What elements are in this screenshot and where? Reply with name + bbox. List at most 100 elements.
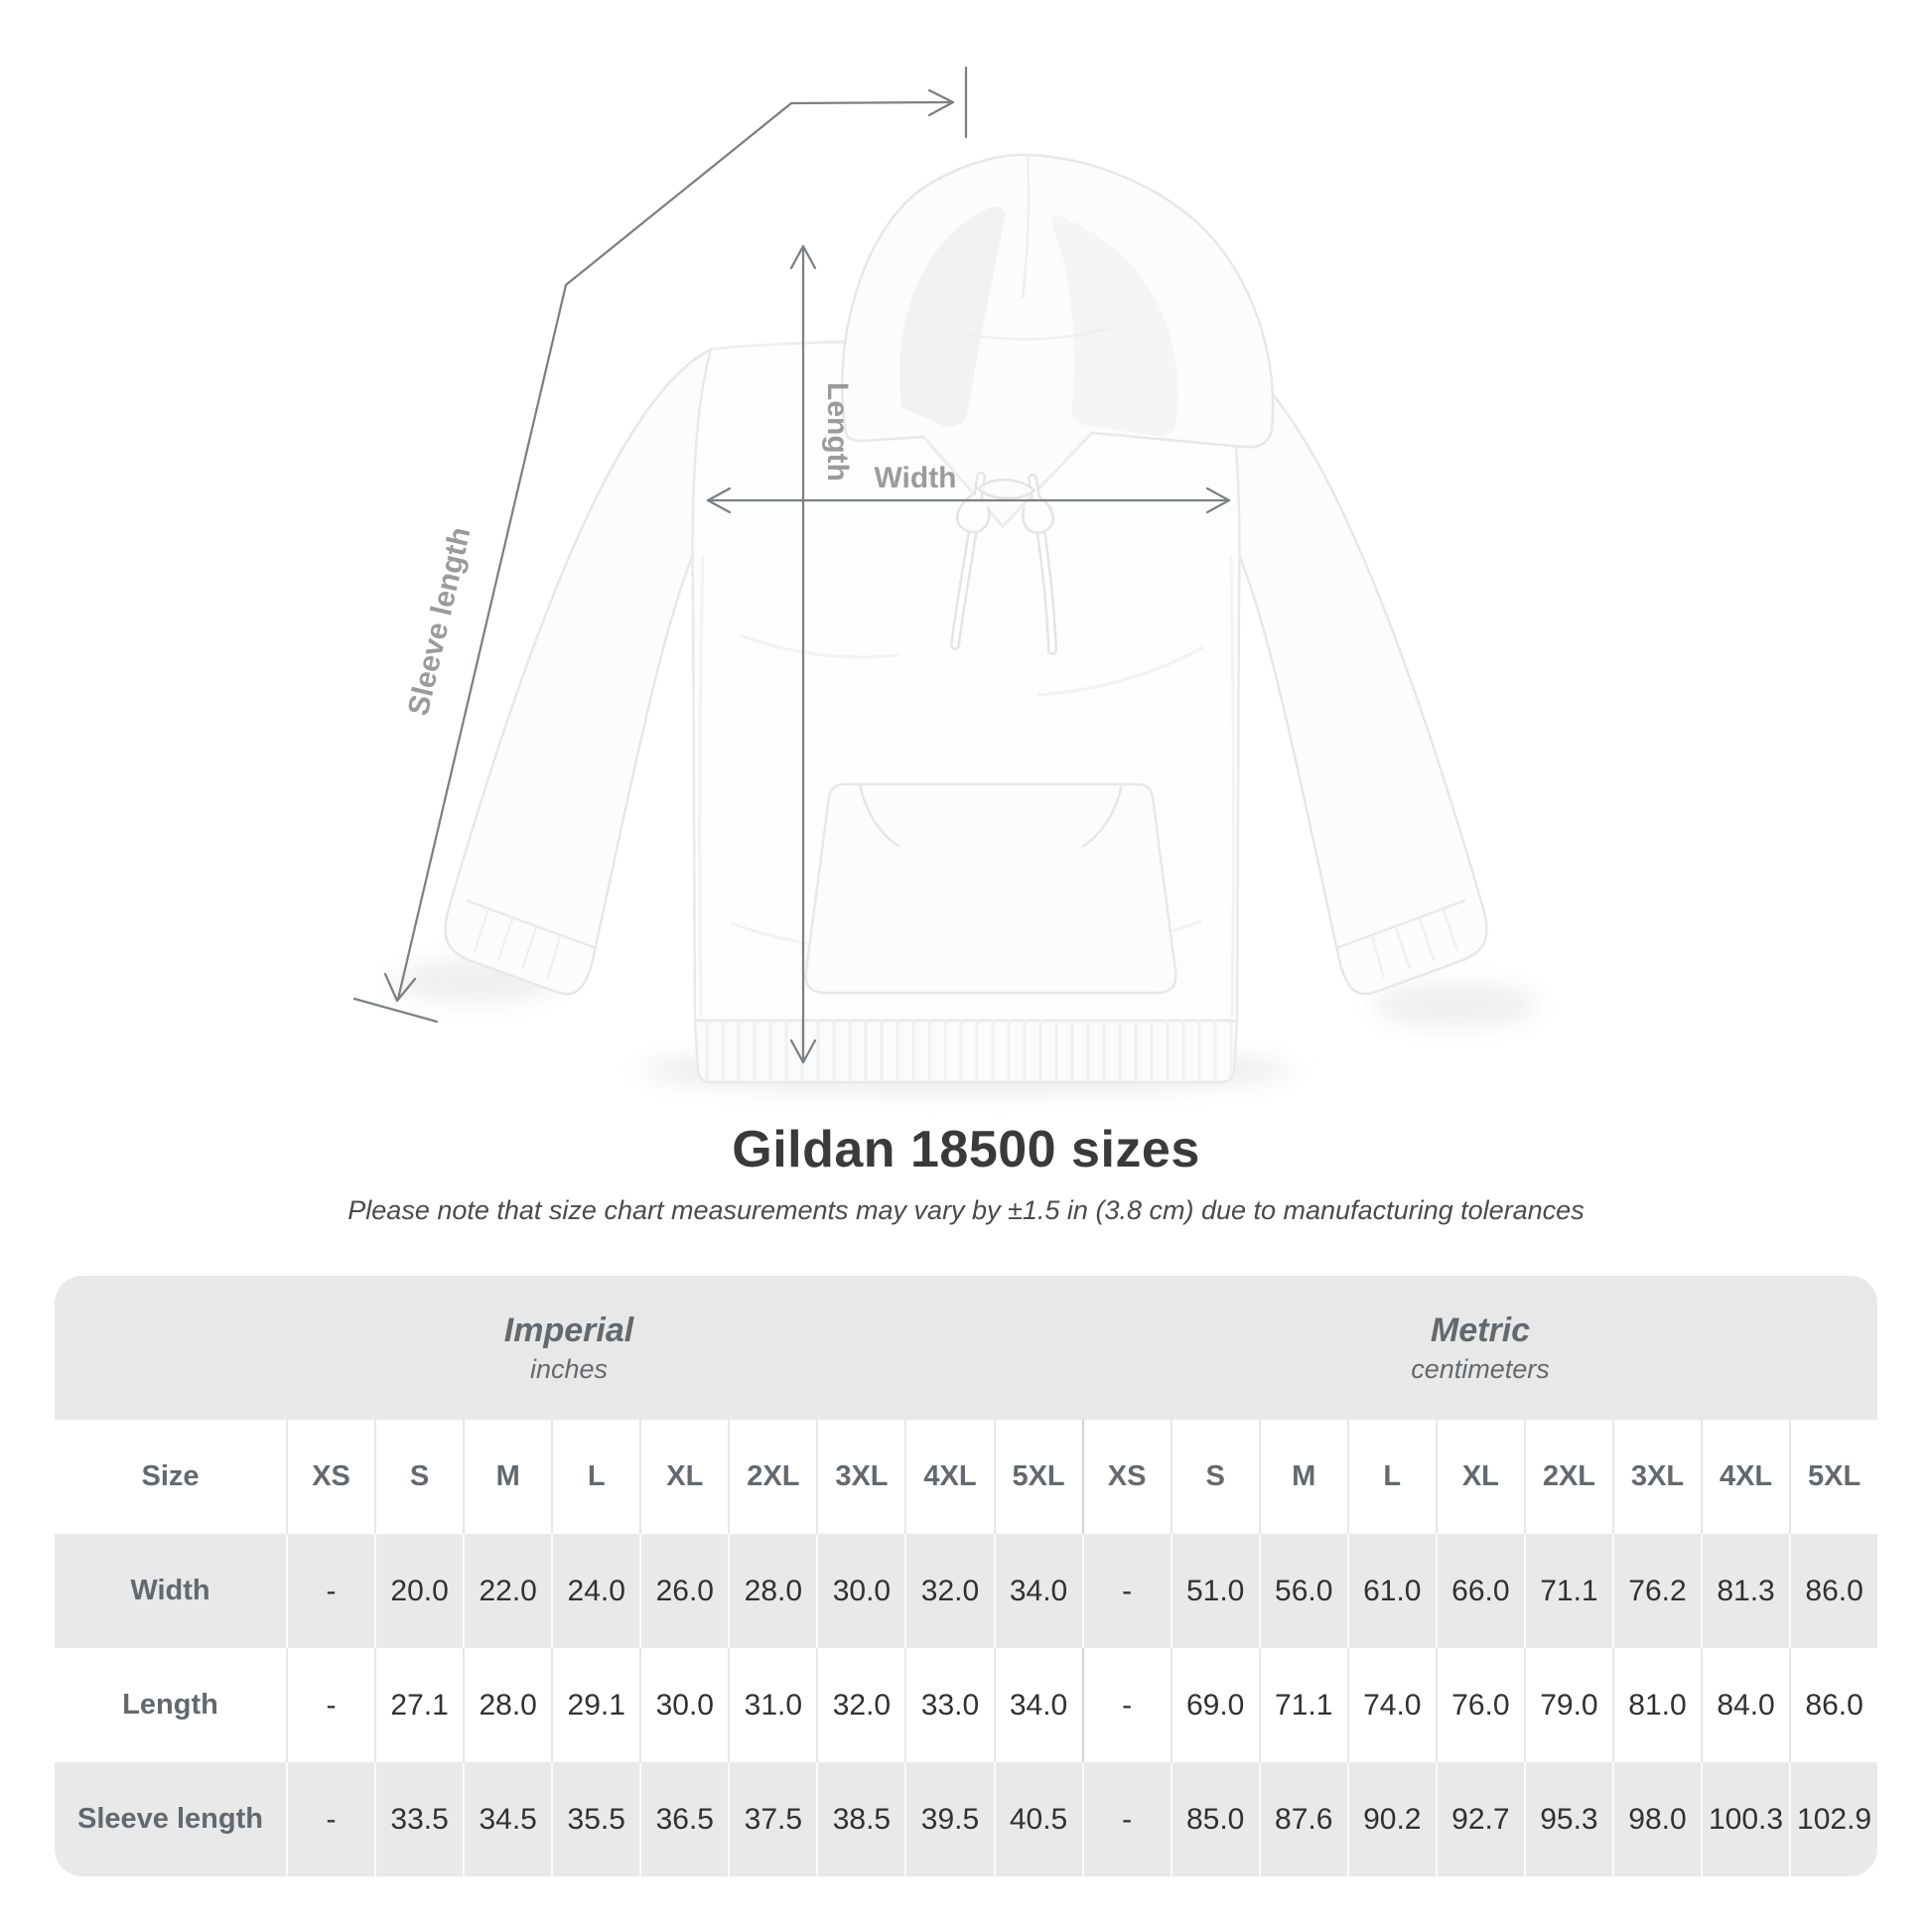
measurement-cell: 98.0 — [1611, 1762, 1701, 1876]
measurement-cell: 74.0 — [1346, 1648, 1436, 1762]
size-header-cell: L — [1346, 1420, 1436, 1534]
sleeve-length-label: Sleeve length — [402, 524, 478, 719]
measurement-cell: - — [286, 1762, 374, 1876]
measurement-cell: 31.0 — [728, 1648, 816, 1762]
measurement-cell: 71.1 — [1258, 1648, 1347, 1762]
size-header-cell: 3XL — [1611, 1420, 1701, 1534]
measurement-cell: 56.0 — [1258, 1534, 1347, 1648]
size-chart-table: Imperial inches Metric centimeters Size … — [55, 1276, 1877, 1876]
size-header-cell: L — [551, 1420, 639, 1534]
imperial-group-sublabel: inches — [529, 1353, 609, 1384]
size-header-cell: 3XL — [816, 1420, 904, 1534]
measurement-cell: - — [286, 1648, 374, 1762]
size-header-cell: 5XL — [1789, 1420, 1877, 1534]
measurement-cell: 100.3 — [1701, 1762, 1789, 1876]
measurement-cell: 24.0 — [551, 1534, 639, 1648]
measurement-cell: 29.1 — [551, 1648, 639, 1762]
measurement-cell: 34.0 — [993, 1648, 1082, 1762]
measurement-cell: 36.5 — [639, 1762, 728, 1876]
size-header-row: Size XS S M L XL 2XL 3XL 4XL 5XL XS S M L XL 2XL 3XL 4X… — [55, 1420, 1877, 1534]
imperial-group-header: Imperial inches — [55, 1276, 1083, 1420]
measurement-cell: 26.0 — [639, 1534, 728, 1648]
measurement-cell: 86.0 — [1789, 1534, 1877, 1648]
measurement-cell: 61.0 — [1346, 1534, 1436, 1648]
page-title: Gildan 18500 sizes — [732, 1121, 1200, 1178]
measurement-cell: 28.0 — [463, 1648, 551, 1762]
measurement-cell: 34.0 — [993, 1534, 1082, 1648]
sleeve-length-arrow — [352, 66, 968, 1024]
measurement-cell: 28.0 — [728, 1534, 816, 1648]
measurement-cell: 71.1 — [1523, 1534, 1612, 1648]
hoodie-illustration — [392, 153, 1540, 1094]
measurement-cell: 85.0 — [1170, 1762, 1259, 1876]
size-header-cell: S — [1170, 1420, 1259, 1534]
measurement-cell: 95.3 — [1523, 1762, 1612, 1876]
length-label: Length — [821, 382, 854, 482]
measurement-cell: 69.0 — [1170, 1648, 1259, 1762]
measurement-cell: 51.0 — [1170, 1534, 1259, 1648]
size-header-cell: XL — [639, 1420, 728, 1534]
measurement-cell: 35.5 — [551, 1762, 639, 1876]
size-header-cell: 2XL — [1523, 1420, 1612, 1534]
measurement-cell: - — [1081, 1762, 1171, 1876]
measurement-cell: 66.0 — [1435, 1534, 1524, 1648]
measurement-cell: 81.0 — [1611, 1648, 1701, 1762]
measurement-cell: 76.0 — [1435, 1648, 1524, 1762]
size-column-header: Size — [141, 1460, 200, 1492]
measurement-cell: - — [1081, 1534, 1171, 1648]
metric-group-sublabel: centimeters — [1411, 1353, 1550, 1384]
row-label: Sleeve length — [77, 1803, 263, 1835]
measurement-cell: 30.0 — [639, 1648, 728, 1762]
measurement-cell: 20.0 — [374, 1534, 463, 1648]
table-row-sleeve-length: Sleeve length -33.5 34.5 35.5 36.5 37.5 38.5 3… — [55, 1762, 1877, 1876]
measurement-cell: 38.5 — [816, 1762, 904, 1876]
row-label: Length — [122, 1689, 218, 1721]
table-row-width: Width -20.0 22.0 24.0 26.0 28.0 30.0 32.0 34.0 … — [55, 1534, 1877, 1648]
metric-group-label: Metric — [1430, 1311, 1531, 1349]
measurement-cell: 102.9 — [1789, 1762, 1877, 1876]
measurement-cell: 22.0 — [463, 1534, 551, 1648]
measurement-cell: 30.0 — [816, 1534, 904, 1648]
width-arrow — [706, 486, 1231, 514]
measurement-cell: 27.1 — [374, 1648, 463, 1762]
measurement-cell: 33.5 — [374, 1762, 463, 1876]
size-header-cell: S — [374, 1420, 463, 1534]
measurement-cell: 79.0 — [1523, 1648, 1612, 1762]
measurement-cell: 86.0 — [1789, 1648, 1877, 1762]
measurement-cell: 37.5 — [728, 1762, 816, 1876]
measurement-cell: 90.2 — [1346, 1762, 1436, 1876]
row-label: Width — [130, 1575, 210, 1606]
size-header-cell: XS — [286, 1420, 374, 1534]
measurement-cell: - — [286, 1534, 374, 1648]
size-header-cell: 5XL — [993, 1420, 1082, 1534]
size-header-cell: 2XL — [728, 1420, 816, 1534]
tolerance-note: Please note that size chart measurements… — [347, 1195, 1585, 1225]
measurement-cell: 76.2 — [1611, 1534, 1701, 1648]
size-header-cell: XL — [1435, 1420, 1524, 1534]
size-header-cell: 4XL — [904, 1420, 993, 1534]
width-label: Width — [874, 462, 956, 494]
measurement-cell: - — [1081, 1648, 1171, 1762]
measurement-cell: 84.0 — [1701, 1648, 1789, 1762]
length-arrow — [789, 244, 817, 1064]
size-header-cell: XS — [1081, 1420, 1171, 1534]
measurement-cell: 32.0 — [816, 1648, 904, 1762]
imperial-group-label: Imperial — [503, 1311, 634, 1349]
size-header-cell: M — [463, 1420, 551, 1534]
metric-group-header: Metric centimeters — [1083, 1276, 1877, 1420]
measurement-cell: 34.5 — [463, 1762, 551, 1876]
unit-group-header: Imperial inches Metric centimeters — [55, 1276, 1877, 1420]
measurement-cell: 87.6 — [1258, 1762, 1347, 1876]
measurement-cell: 40.5 — [993, 1762, 1082, 1876]
measurement-cell: 92.7 — [1435, 1762, 1524, 1876]
measurement-cell: 81.3 — [1701, 1534, 1789, 1648]
chart-heading: Gildan 18500 sizes Please note that size… — [0, 1120, 1932, 1226]
measurement-cell: 39.5 — [904, 1762, 993, 1876]
table-row-length: Length -27.1 28.0 29.1 30.0 31.0 32.0 33.0 34.0… — [55, 1648, 1877, 1762]
measurement-cell: 33.0 — [904, 1648, 993, 1762]
size-header-cell: M — [1258, 1420, 1347, 1534]
measurement-cell: 32.0 — [904, 1534, 993, 1648]
size-header-cell: 4XL — [1701, 1420, 1789, 1534]
